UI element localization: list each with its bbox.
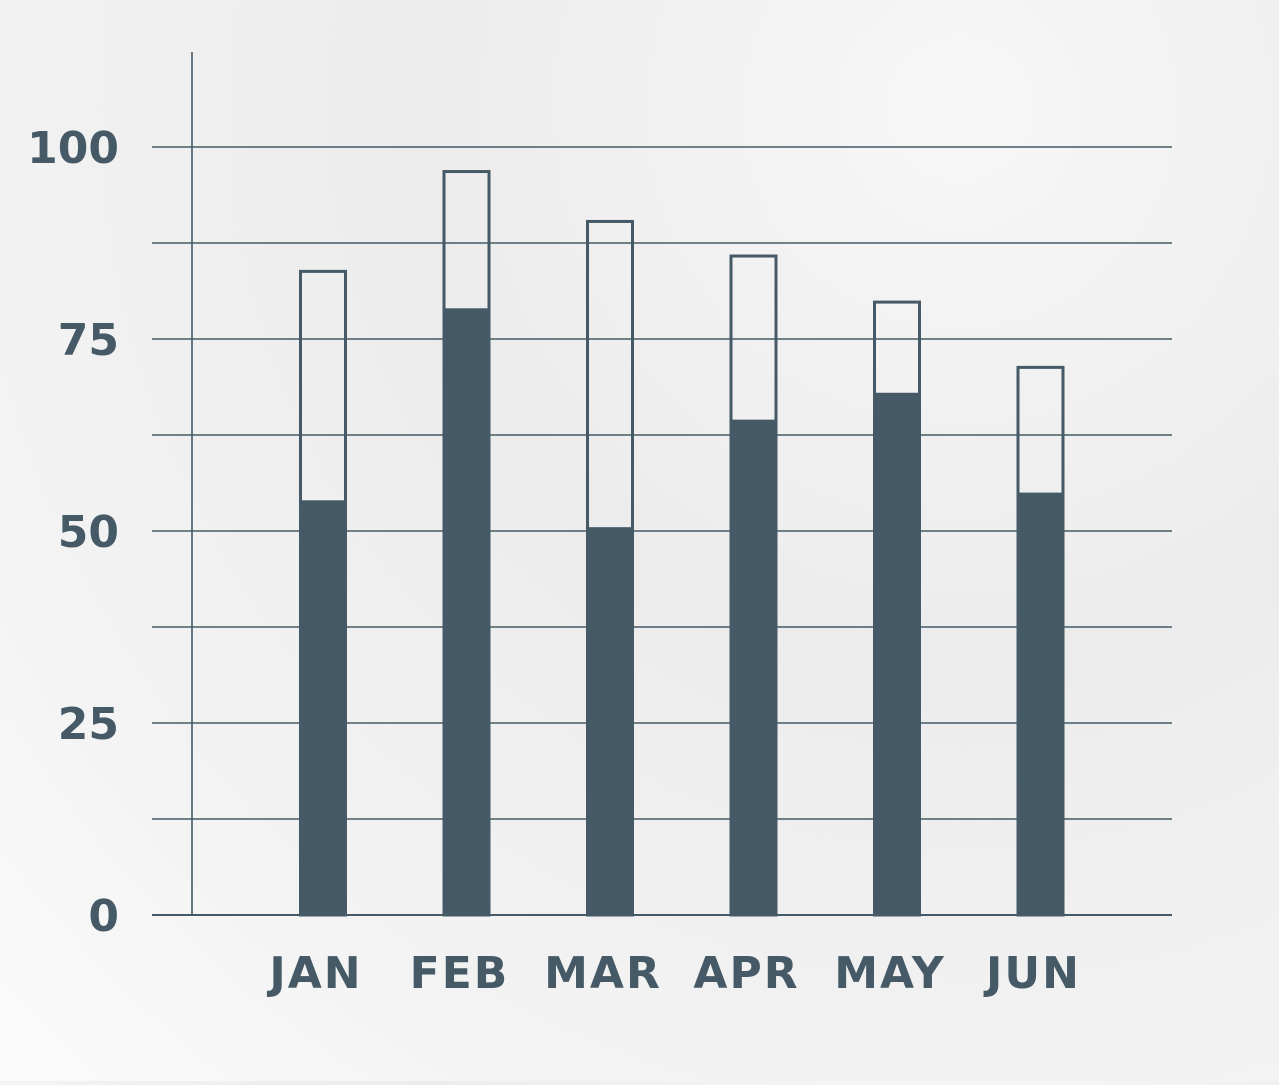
bar-fill-feb: [442, 308, 491, 915]
bar-fill-jun: [1016, 492, 1065, 915]
bar-fill-mar: [586, 527, 634, 915]
y-tick-labels: 0 25 50 75 100: [27, 123, 119, 942]
y-tick-label: 50: [58, 507, 119, 558]
x-tick-label: MAR: [544, 948, 662, 999]
y-tick-label: 25: [58, 699, 119, 750]
x-tick-label: MAY: [834, 948, 946, 999]
x-tick-labels: JAN FEB MAR APR MAY JUN: [266, 948, 1081, 999]
bars: [299, 170, 1065, 917]
x-tick-label: JUN: [983, 948, 1081, 999]
x-tick-label: JAN: [266, 948, 362, 999]
bar-fill-jan: [299, 500, 347, 915]
x-tick-label: FEB: [410, 948, 510, 999]
y-tick-label: 75: [58, 315, 119, 366]
x-tick-label: APR: [693, 948, 799, 999]
bar-fill-may: [873, 392, 921, 915]
y-tick-label: 100: [27, 123, 119, 174]
bar-fill-apr: [729, 419, 778, 915]
y-tick-label: 0: [88, 891, 119, 942]
